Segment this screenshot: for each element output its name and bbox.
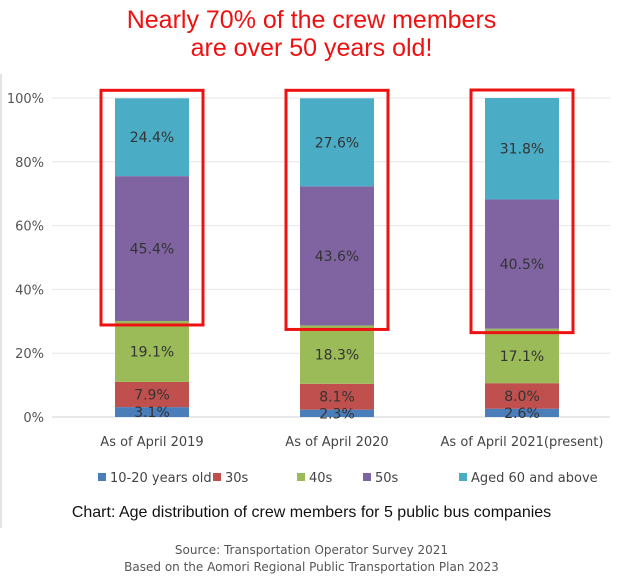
x-axis-category-labels: As of April 2019 As of April 2020 As of Ap… xyxy=(100,435,603,450)
segment-label: 8.0% xyxy=(504,389,540,405)
bar-segment xyxy=(485,199,559,329)
segment-label: 17.1% xyxy=(500,349,544,365)
bar-segment xyxy=(115,381,189,408)
legend-swatch xyxy=(297,473,305,481)
segment-label: 19.1% xyxy=(130,344,174,360)
bar-segment xyxy=(300,325,374,384)
segment-label: 45.4% xyxy=(130,242,174,258)
bar-segment xyxy=(115,98,189,177)
headline-line-1: Nearly 70% of the crew members xyxy=(126,6,497,34)
y-tick-label: 80% xyxy=(15,156,44,171)
y-tick-label: 40% xyxy=(15,283,44,298)
y-axis-tick-labels: 0% 20% 40% 60% 80% 100% xyxy=(7,92,44,426)
bar-segment xyxy=(300,409,374,417)
highlight-box xyxy=(99,88,205,327)
bar-segment xyxy=(300,98,374,187)
segment-label: 7.9% xyxy=(134,388,170,404)
legend-label: 30s xyxy=(225,471,249,486)
y-tick-label: 20% xyxy=(15,347,44,362)
y-tick-label: 0% xyxy=(23,411,44,426)
x-category-label: As of April 2019 xyxy=(100,435,203,450)
legend-label: 40s xyxy=(309,471,333,486)
legend-swatch xyxy=(98,473,106,481)
segment-label: 2.3% xyxy=(319,406,355,422)
highlight-box xyxy=(284,88,390,331)
headline-line-2: are over 50 years old! xyxy=(190,34,433,62)
chart-caption: Chart: Age distribution of crew members … xyxy=(71,504,552,521)
bar-segment xyxy=(115,320,189,382)
segment-data-labels: 3.1%7.9% 19.1% 45.4% 24.4% 2.3%8.1% 18.3% 43.6… xyxy=(130,130,544,422)
source-line-2: Based on the Aomori Regional Public Tran… xyxy=(124,560,499,574)
x-category-label: As of April 2021(present) xyxy=(441,435,604,450)
segment-label: 3.1% xyxy=(134,405,170,421)
highlight-boxes xyxy=(99,88,575,335)
bar-segment xyxy=(485,328,559,384)
bar-segment xyxy=(485,408,559,417)
y-tick-label: 100% xyxy=(7,92,44,107)
segment-label: 40.5% xyxy=(500,257,544,273)
bar-segment xyxy=(300,186,374,326)
highlight-box xyxy=(469,88,575,335)
segment-label: 18.3% xyxy=(315,348,359,364)
legend-label: 50s xyxy=(375,471,399,486)
source-line-1: Source: Transportation Operator Survey 2… xyxy=(174,543,449,557)
segment-label: 31.8% xyxy=(500,142,544,158)
segment-label: 27.6% xyxy=(315,135,359,151)
bars xyxy=(115,98,559,417)
legend-swatch xyxy=(363,473,371,481)
x-category-label: As of April 2020 xyxy=(285,435,388,450)
legend: 10-20 years old 30s 40s 50s Aged 60 and abov… xyxy=(98,471,598,486)
legend-swatch xyxy=(213,473,221,481)
y-tick-label: 60% xyxy=(15,220,44,235)
legend-swatch xyxy=(459,473,467,481)
bar-segment xyxy=(300,383,374,410)
legend-label: Aged 60 and above xyxy=(471,471,598,486)
segment-label: 2.6% xyxy=(504,406,540,422)
segment-label: 8.1% xyxy=(319,390,355,406)
segment-label: 24.4% xyxy=(130,130,174,146)
bar-segment xyxy=(115,407,189,417)
bar-segment xyxy=(485,98,559,200)
bar-segment xyxy=(115,176,189,321)
bar-segment xyxy=(485,383,559,409)
segment-label: 43.6% xyxy=(315,249,359,265)
legend-label: 10-20 years old xyxy=(110,471,212,486)
